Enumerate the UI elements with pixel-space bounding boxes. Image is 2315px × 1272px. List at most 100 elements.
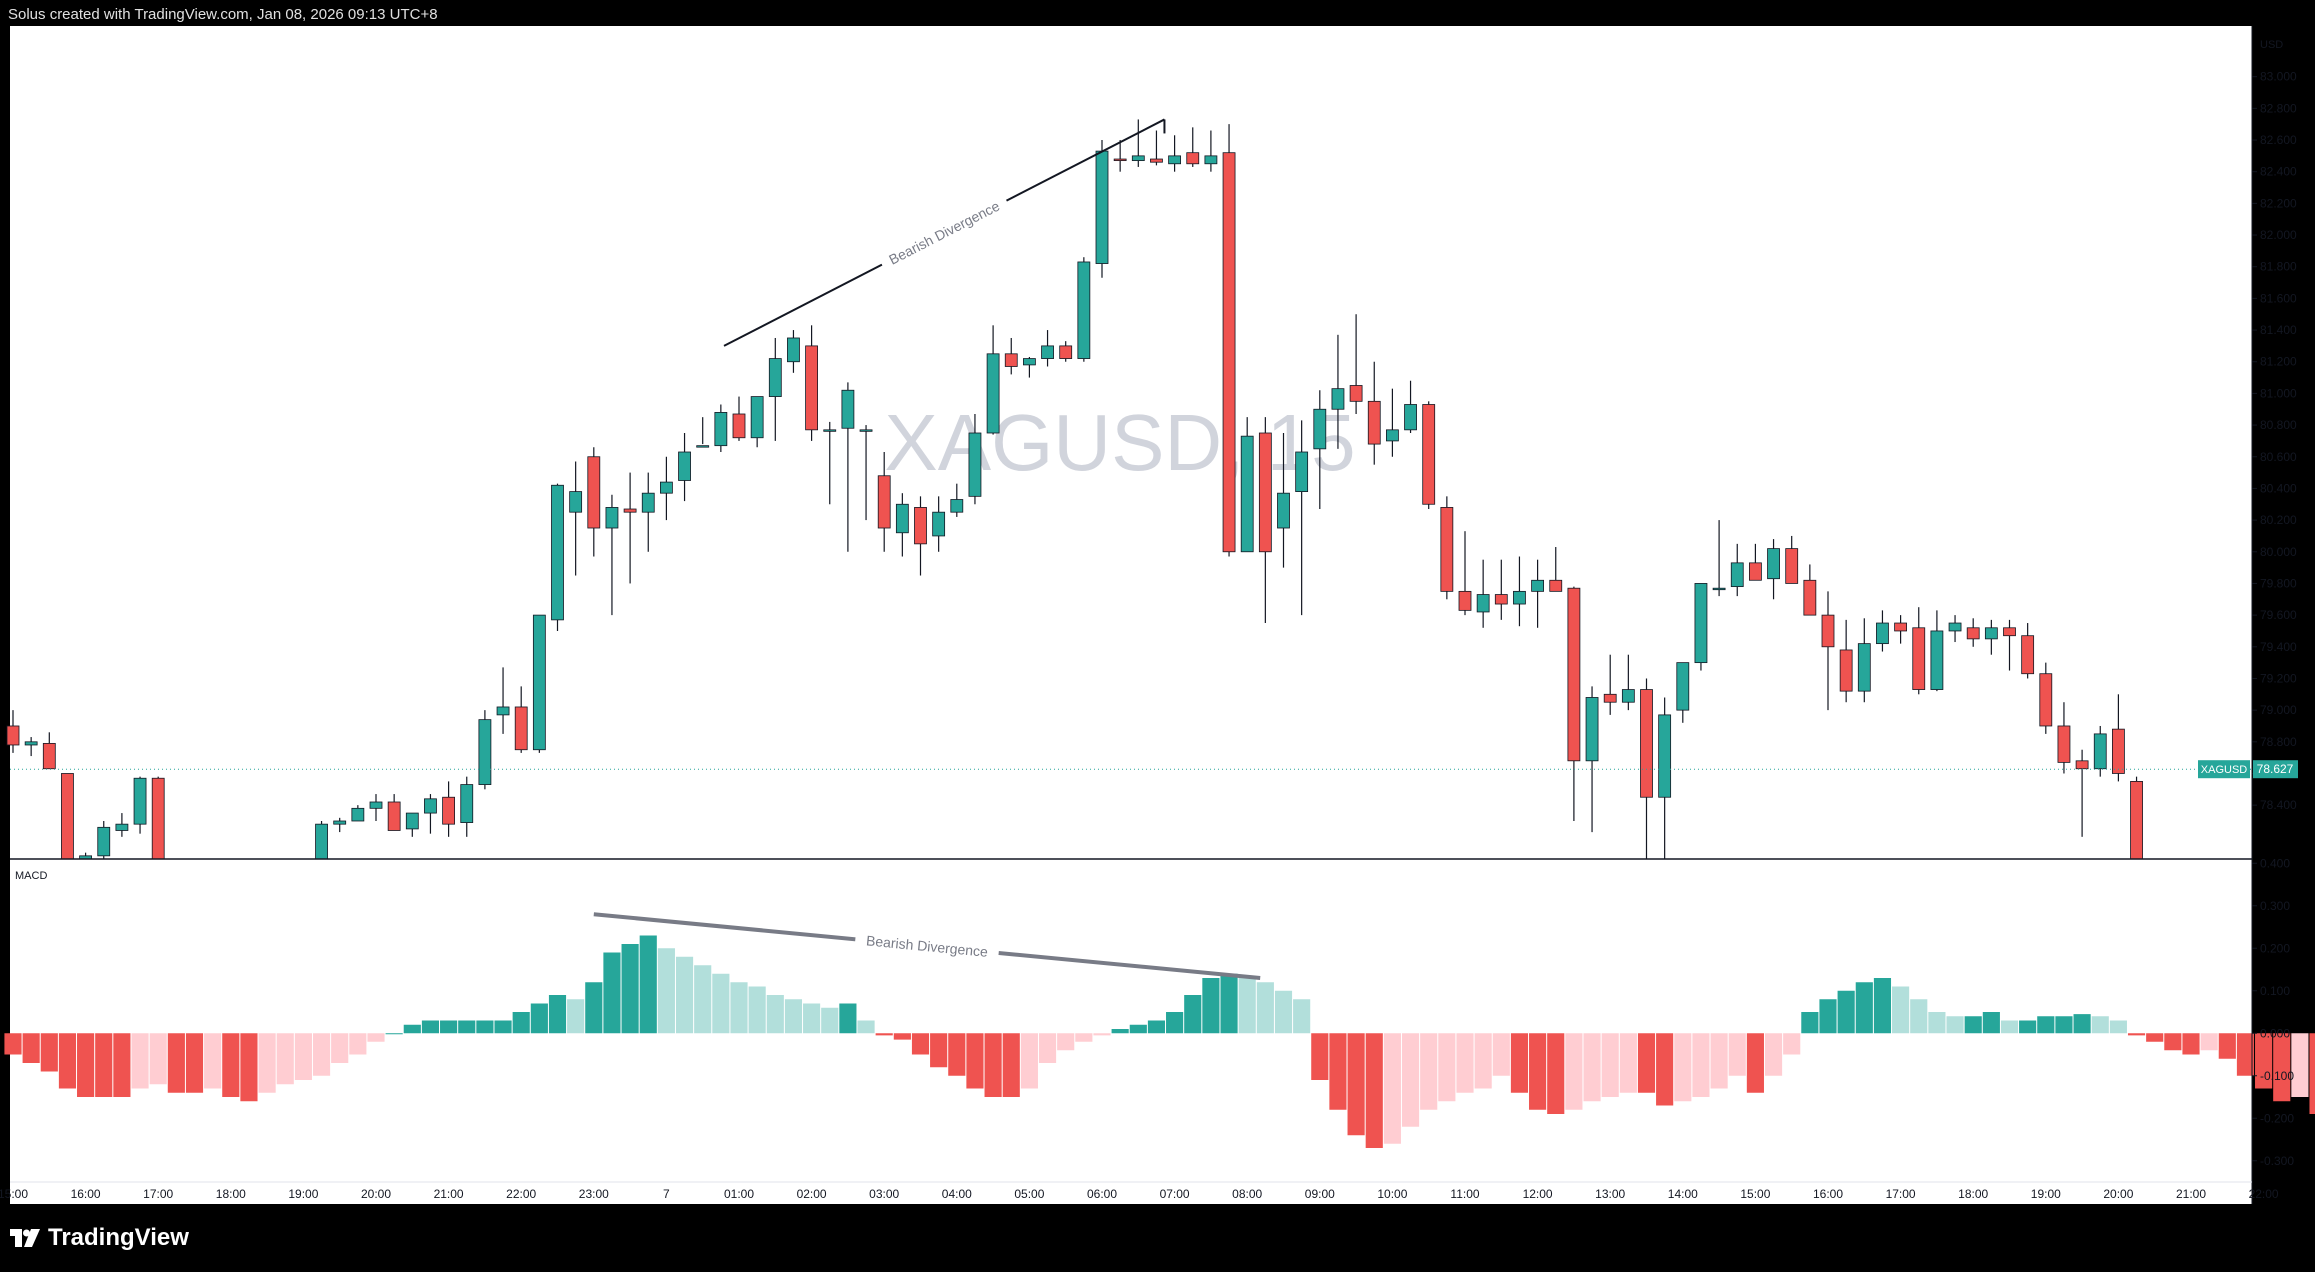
candle-down[interactable] <box>1222 124 1236 557</box>
macd-histogram-bar[interactable] <box>1002 1033 1020 1097</box>
candle-up[interactable] <box>823 421 837 505</box>
macd-histogram-bar[interactable] <box>2309 1033 2315 1114</box>
macd-histogram-bar[interactable] <box>930 1033 948 1068</box>
candle-up[interactable] <box>1204 130 1218 172</box>
macd-histogram-bar[interactable] <box>494 1020 512 1034</box>
macd-histogram-bar[interactable] <box>1946 1016 1964 1034</box>
candle-up[interactable] <box>1041 330 1054 367</box>
macd-histogram-bar[interactable] <box>2273 1033 2291 1102</box>
macd-histogram-bar[interactable] <box>1383 1033 1401 1144</box>
macd-histogram-bar[interactable] <box>567 999 585 1034</box>
macd-histogram-bar[interactable] <box>131 1033 149 1089</box>
candle-down[interactable] <box>1150 130 1163 166</box>
candle-down[interactable] <box>442 781 456 837</box>
macd-histogram-bar[interactable] <box>803 1003 821 1034</box>
candle-down[interactable] <box>877 452 891 552</box>
candle-up[interactable] <box>1876 610 1889 652</box>
macd-histogram-bar[interactable] <box>2055 1016 2073 1034</box>
candle-up[interactable] <box>932 496 946 552</box>
macd-histogram-bar[interactable] <box>240 1033 258 1102</box>
candle-up[interactable] <box>1077 257 1091 362</box>
macd-histogram-bar[interactable] <box>2019 1020 2037 1034</box>
candle-up[interactable] <box>369 794 383 821</box>
macd-histogram-bar[interactable] <box>1510 1033 1529 1093</box>
macd-histogram-bar[interactable] <box>2037 1016 2055 1034</box>
candle-up[interactable] <box>1585 686 1599 833</box>
candle-down[interactable] <box>1458 531 1472 616</box>
candle-down[interactable] <box>587 447 601 557</box>
macd-histogram-bar[interactable] <box>766 995 784 1034</box>
macd-histogram-bar[interactable] <box>1565 1033 1583 1110</box>
candle-up[interactable] <box>1712 520 1726 597</box>
macd-histogram-bar[interactable] <box>1637 1033 1656 1093</box>
candle-up[interactable] <box>1023 356 1036 378</box>
candle-down[interactable] <box>1059 341 1073 362</box>
macd-histogram-bar[interactable] <box>1057 1033 1075 1051</box>
candle-down[interactable] <box>1839 619 1853 703</box>
macd-histogram-bar[interactable] <box>58 1033 77 1089</box>
macd-histogram-bar[interactable] <box>1492 1033 1510 1076</box>
candle-up[interactable] <box>641 472 655 552</box>
macd-histogram-bar[interactable] <box>1764 1033 1783 1076</box>
macd-histogram-bar[interactable] <box>349 1033 367 1055</box>
macd-histogram-bar[interactable] <box>113 1033 131 1097</box>
candle-up[interactable] <box>1857 618 1871 703</box>
macd-histogram-bar[interactable] <box>2127 1033 2146 1036</box>
candle-up[interactable] <box>1313 390 1327 510</box>
macd-histogram-bar[interactable] <box>2091 1016 2109 1034</box>
candle-up[interactable] <box>532 614 546 753</box>
candle-down[interactable] <box>2039 662 2053 734</box>
macd-histogram-bar[interactable] <box>1692 1033 1710 1097</box>
macd-histogram-bar[interactable] <box>1111 1029 1129 1034</box>
candle-up[interactable] <box>841 382 855 552</box>
macd-histogram-bar[interactable] <box>2182 1033 2200 1055</box>
macd-histogram-bar[interactable] <box>1274 990 1293 1034</box>
candle-up[interactable] <box>1676 662 1690 723</box>
macd-histogram-bar[interactable] <box>1674 1033 1692 1102</box>
candle-down[interactable] <box>1785 535 1799 584</box>
candle-up[interactable] <box>315 820 328 860</box>
macd-histogram-bar[interactable] <box>1311 1033 1329 1080</box>
candle-up[interactable] <box>1694 583 1708 671</box>
macd-histogram-bar[interactable] <box>1147 1020 1166 1034</box>
macd-histogram-bar[interactable] <box>639 935 657 1034</box>
candle-up[interactable] <box>133 776 147 834</box>
macd-histogram-bar[interactable] <box>1873 978 1892 1034</box>
macd-histogram-bar[interactable] <box>40 1033 58 1072</box>
candle-up[interactable] <box>678 432 691 502</box>
candle-down[interactable] <box>1549 547 1563 592</box>
macd-histogram-bar[interactable] <box>1365 1033 1383 1148</box>
macd-histogram-bar[interactable] <box>276 1033 294 1085</box>
macd-histogram-bar[interactable] <box>1202 978 1220 1034</box>
macd-histogram-bar[interactable] <box>1783 1033 1801 1055</box>
macd-histogram-bar[interactable] <box>1129 1024 1147 1034</box>
candle-down[interactable] <box>2003 619 2016 671</box>
candle-up[interactable] <box>1404 380 1417 433</box>
macd-histogram-bar[interactable] <box>621 944 639 1034</box>
price-pane[interactable]: Bearish Divergence <box>6 118 2252 860</box>
candle-up[interactable] <box>424 794 437 834</box>
candle-up[interactable] <box>1930 610 1944 692</box>
macd-histogram-bar[interactable] <box>440 1020 458 1034</box>
candle-up[interactable] <box>660 456 673 521</box>
macd-histogram-bar[interactable] <box>2236 1033 2255 1076</box>
macd-histogram-bar[interactable] <box>530 1003 548 1034</box>
macd-histogram-bar[interactable] <box>421 1020 440 1034</box>
macd-histogram-bar[interactable] <box>1420 1033 1438 1110</box>
macd-histogram-bar[interactable] <box>1020 1033 1038 1089</box>
macd-histogram-bar[interactable] <box>1619 1033 1637 1093</box>
candle-down[interactable] <box>1803 564 1817 616</box>
macd-histogram-bar[interactable] <box>730 982 748 1034</box>
candle-up[interactable] <box>1331 334 1345 449</box>
candle-down[interactable] <box>1912 607 1926 695</box>
macd-histogram-bar[interactable] <box>1801 1012 1819 1034</box>
candle-up[interactable] <box>1531 559 1544 628</box>
macd-histogram-bar[interactable] <box>1656 1033 1674 1106</box>
candle-down[interactable] <box>61 773 74 860</box>
candle-up[interactable] <box>787 330 800 373</box>
candle-up[interactable] <box>97 820 111 859</box>
macd-histogram-bar[interactable] <box>1837 990 1855 1034</box>
candle-up[interactable] <box>859 425 873 521</box>
macd-histogram-bar[interactable] <box>675 956 694 1034</box>
macd-histogram-bar[interactable] <box>222 1033 240 1097</box>
